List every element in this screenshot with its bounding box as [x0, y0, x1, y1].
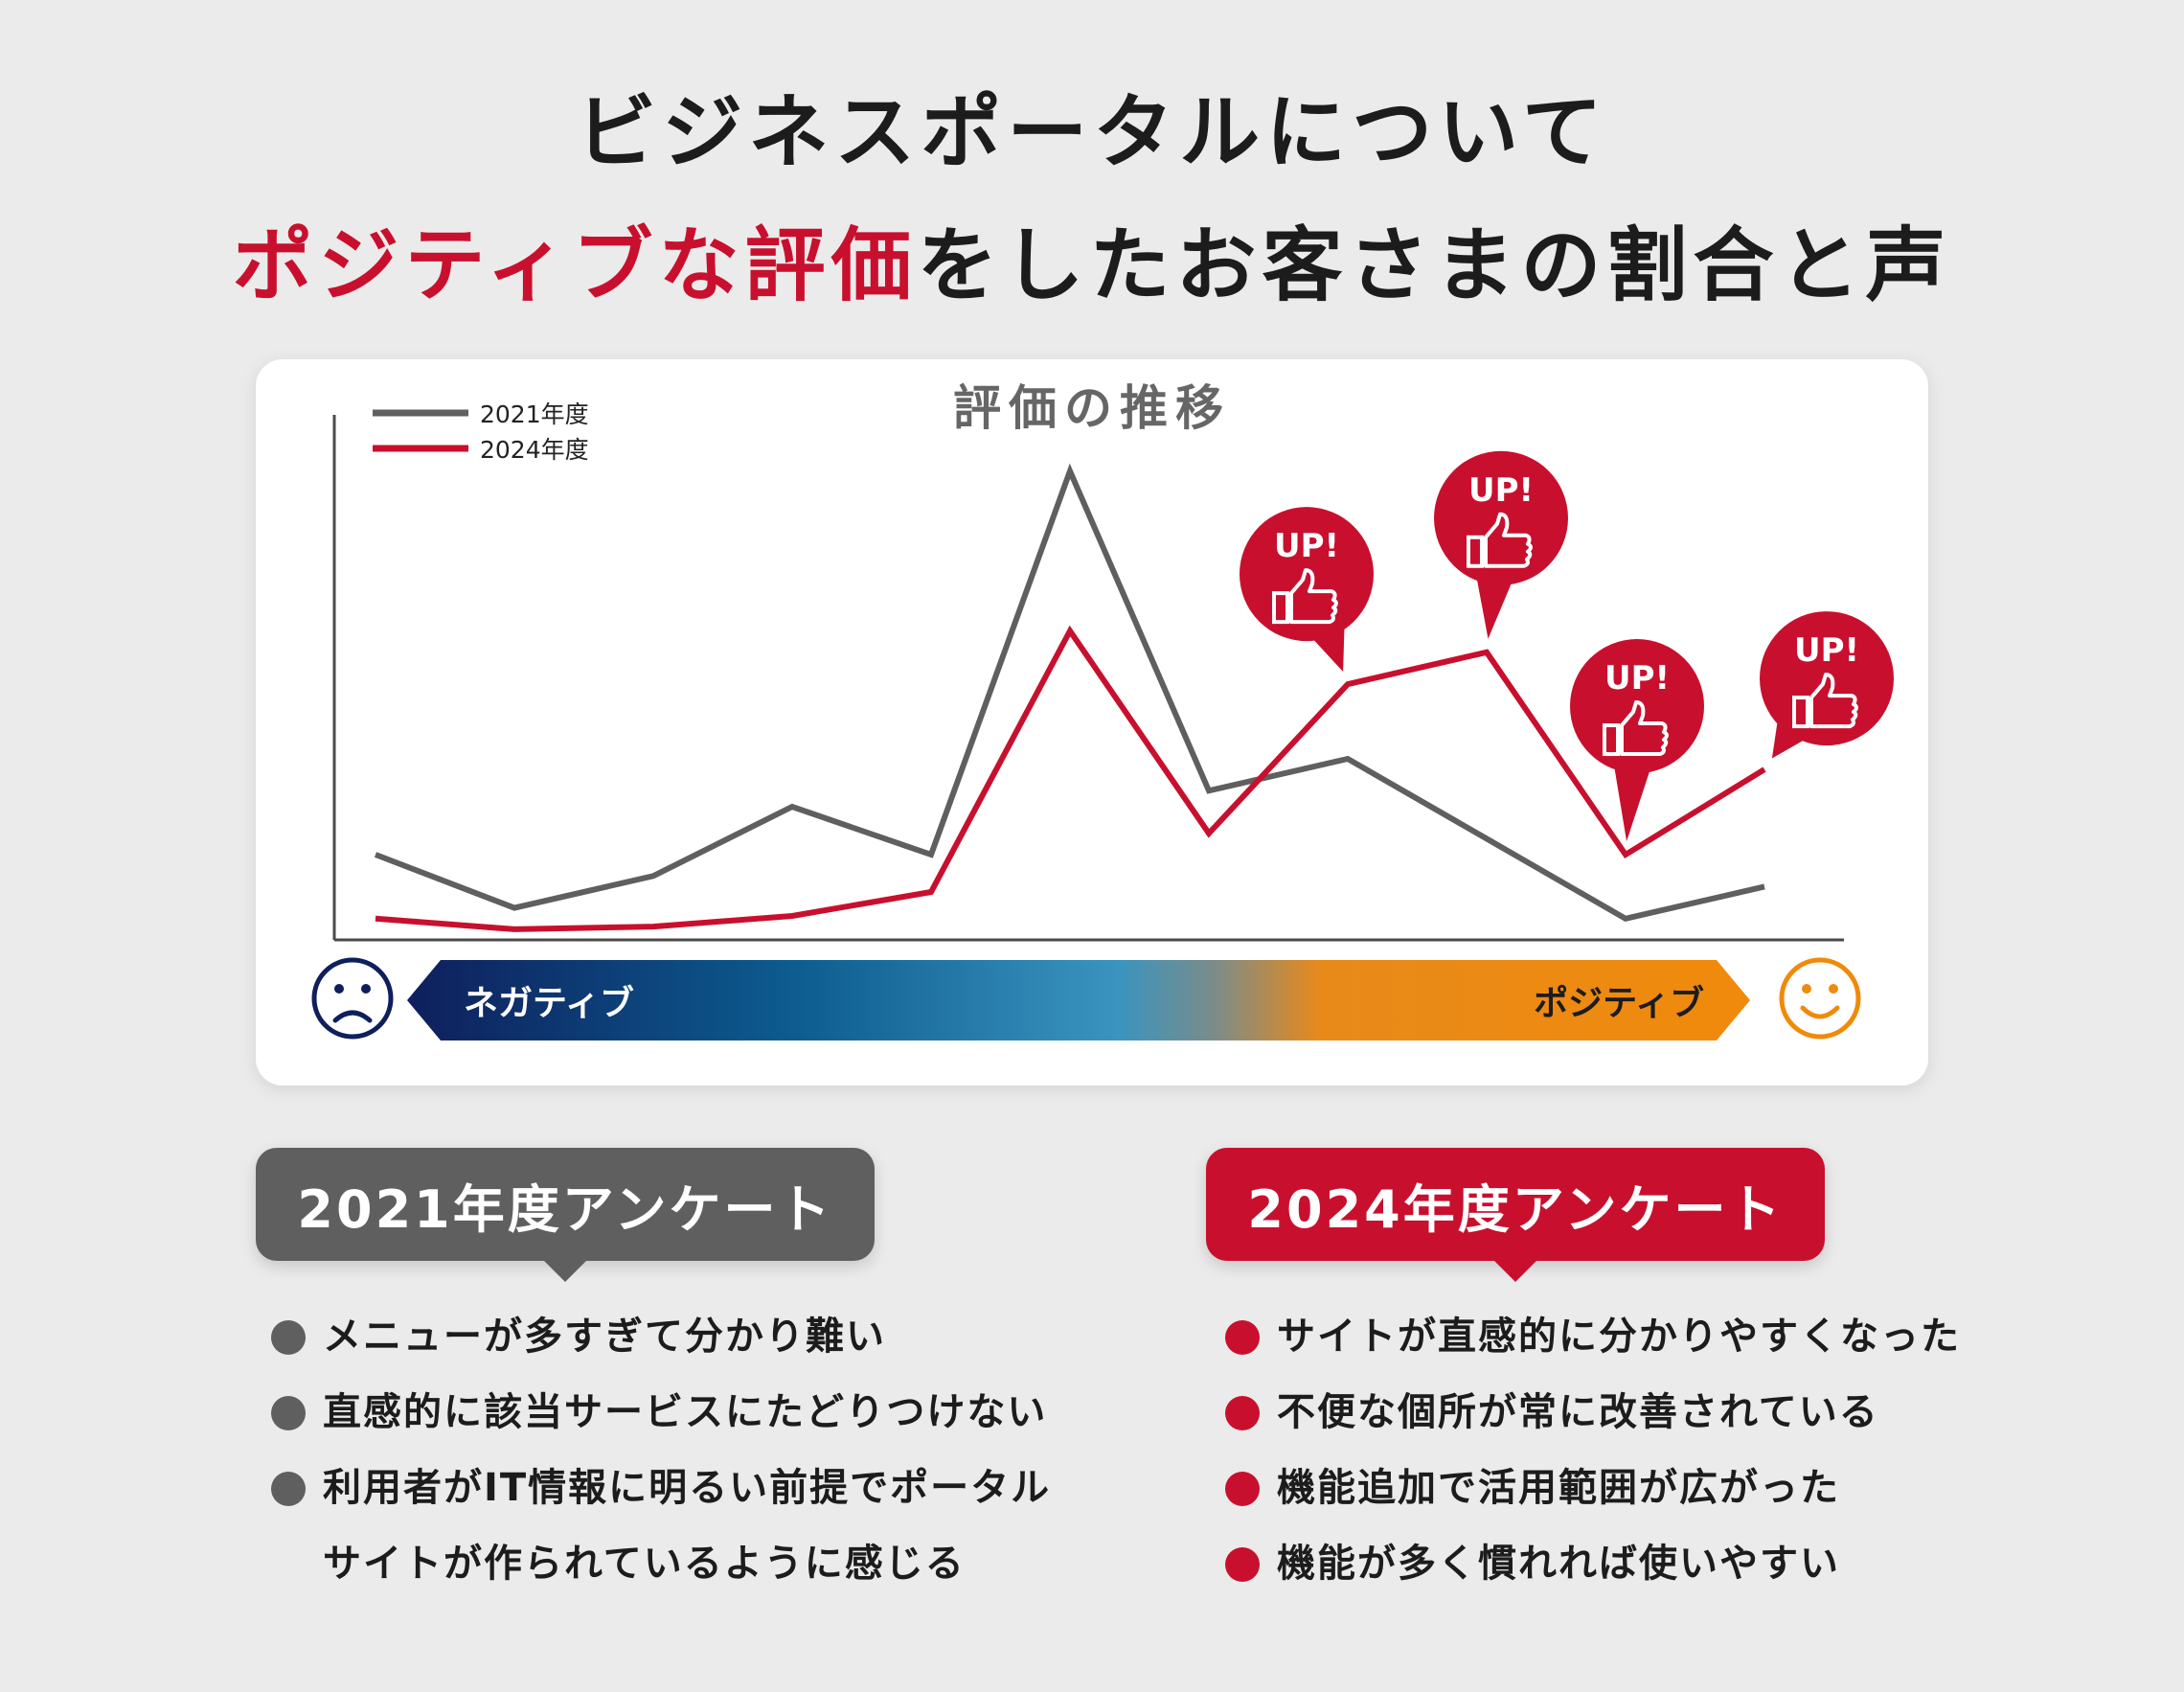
callout-text: UP!: [1604, 659, 1670, 697]
bullet-icon: [1225, 1472, 1260, 1506]
list-item-text: 機能追加で活用範囲が広がった: [1277, 1466, 1840, 1510]
smile-face-icon: [1779, 957, 1861, 1040]
callout-text: UP!: [1794, 631, 1859, 670]
survey-2021-label: 2021年度アンケート: [297, 1178, 833, 1240]
bullet-icon: [1225, 1547, 1260, 1582]
list-item-text: サイトが直感的に分かりやすくなった: [1277, 1315, 1961, 1359]
bullet-icon: [1225, 1320, 1260, 1355]
up-callout: UP!: [1570, 639, 1704, 842]
callout-tail: [1613, 762, 1652, 842]
survey-2021-tag: 2021年度アンケート: [256, 1148, 875, 1282]
thumbs-up-icon: [1603, 700, 1669, 757]
callout-text: UP!: [1274, 527, 1339, 565]
title-highlight-text: ポジティブな評価: [232, 218, 918, 312]
thumbs-up-icon: [1272, 568, 1338, 625]
bullet-icon: [271, 1396, 306, 1430]
list-item-text: 直感的に該当サービスにたどりつけない: [323, 1390, 1048, 1434]
series-line-2021年度: [374, 463, 1765, 922]
list-item-text: サイトが作られているように感じる: [323, 1542, 966, 1586]
negative-label: ネガティブ: [464, 983, 634, 1023]
legend-label-2021: 2021年度: [480, 400, 589, 428]
thumbs-up-icon: [1467, 512, 1533, 568]
list-item: 不便な個所が常に改善されている: [1217, 1375, 2137, 1451]
bullet-icon: [271, 1472, 306, 1506]
sentiment-gradient-bar: [407, 960, 1750, 1040]
list-item: メニューが多すぎて分かり難い: [263, 1299, 1164, 1375]
series-line-2024年度: [375, 625, 1766, 932]
chart-card: 評価の推移 2021年度 2024年度 UP! UP! UP! UP! ネガティブ ポ…: [256, 359, 1928, 1086]
sentiment-scale: ネガティブ ポジティブ: [311, 957, 1861, 1040]
up-callout: UP!: [1760, 611, 1894, 759]
series-layer: [374, 463, 1766, 932]
sad-face-icon: [311, 957, 394, 1040]
callout-text: UP!: [1468, 471, 1534, 510]
list-item: 利用者がIT情報に明るい前提でポータル: [263, 1451, 1164, 1526]
title-line-1-text: ビジネスポータルについて: [576, 85, 1608, 179]
callout-tail: [1475, 573, 1514, 639]
list-item-continuation: サイトが作られているように感じる: [263, 1526, 1164, 1602]
list-item: サイトが直感的に分かりやすくなった: [1217, 1299, 2137, 1375]
list-item: 機能追加で活用範囲が広がった: [1217, 1451, 2137, 1526]
callout-layer: UP! UP! UP! UP!: [1240, 450, 1894, 842]
up-callout: UP!: [1240, 507, 1374, 672]
up-callout: UP!: [1434, 450, 1568, 639]
page-title-line-2: ポジティブな評価をしたお客さまの割合と声: [0, 213, 2184, 318]
title-line-2-text: をしたお客さまの割合と声: [917, 218, 1952, 312]
page-title-line-1: ビジネスポータルについて: [0, 84, 2184, 180]
thumbs-up-icon: [1792, 673, 1858, 729]
rating-trend-chart: 評価の推移 2021年度 2024年度 UP! UP! UP! UP! ネガティブ ポ…: [311, 380, 1894, 1040]
list-item-text: 不便な個所が常に改善されている: [1277, 1390, 1879, 1434]
legend-label-2024: 2024年度: [480, 436, 589, 464]
list-item: 直感的に該当サービスにたどりつけない: [263, 1375, 1164, 1451]
bullet-icon: [271, 1320, 306, 1355]
survey-2024-tag: 2024年度アンケート: [1206, 1148, 1825, 1282]
list-item: 機能が多く慣れれば使いやすい: [1217, 1526, 2137, 1602]
bullet-icon: [1225, 1396, 1260, 1430]
chart-title: 評価の推移: [953, 380, 1231, 436]
survey-2021-list: メニューが多すぎて分かり難い 直感的に該当サービスにたどりつけない 利用者がIT…: [263, 1299, 1164, 1602]
survey-2024-list: サイトが直感的に分かりやすくなった 不便な個所が常に改善されている 機能追加で活…: [1217, 1299, 2137, 1602]
list-item-text: メニューが多すぎて分かり難い: [323, 1315, 886, 1359]
list-item-text: 機能が多く慣れれば使いやすい: [1277, 1542, 1840, 1586]
positive-label: ポジティブ: [1534, 983, 1704, 1023]
survey-2024-label: 2024年度アンケート: [1247, 1178, 1784, 1240]
list-item-text: 利用者がIT情報に明るい前提でポータル: [323, 1466, 1052, 1510]
chart-legend: 2021年度 2024年度: [373, 400, 589, 464]
